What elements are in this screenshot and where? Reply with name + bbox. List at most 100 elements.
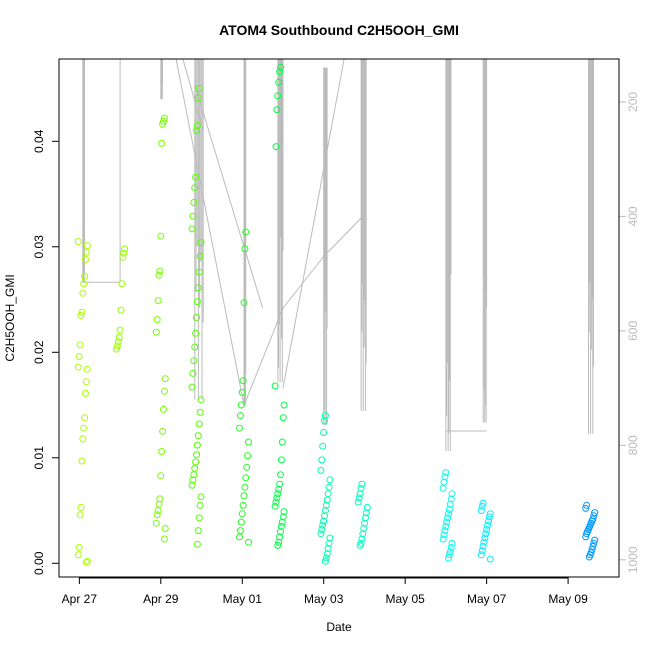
data-point	[325, 483, 333, 491]
data-point	[245, 438, 252, 446]
data-point	[191, 464, 199, 472]
data-point	[356, 490, 364, 498]
y-tick-label: 0.00	[32, 551, 46, 575]
data-point	[195, 514, 203, 522]
pressure-connector-line	[282, 256, 325, 309]
data-point	[277, 522, 285, 530]
data-point	[354, 498, 362, 506]
data-point	[77, 503, 85, 511]
data-point	[153, 511, 161, 519]
data-point	[445, 510, 452, 518]
y-tick-label: 0.01	[32, 446, 46, 470]
data-point	[276, 533, 284, 541]
pressure-profile-layer	[82, 58, 594, 452]
data-point	[447, 495, 455, 503]
data-point	[237, 401, 245, 409]
data-point	[190, 199, 198, 206]
data-point	[188, 225, 196, 233]
data-point	[242, 474, 250, 482]
data-point	[320, 517, 328, 525]
data-point	[477, 507, 485, 514]
chart-title: ATOM4 Southbound C2H5OOH_GMI	[219, 22, 459, 38]
data-point	[486, 510, 494, 518]
data-point	[241, 483, 249, 491]
data-point	[83, 242, 91, 250]
data-point	[583, 501, 591, 509]
data-point	[160, 405, 167, 413]
data-point	[244, 452, 252, 460]
pressure-connector-line	[175, 58, 245, 406]
data-point	[160, 387, 168, 395]
data-point	[161, 375, 169, 383]
data-point	[152, 519, 160, 527]
data-point	[154, 297, 162, 305]
pressure-connector-line	[323, 216, 364, 257]
data-points-layer	[74, 63, 599, 566]
x-tick-label: May 09	[548, 592, 588, 606]
data-point	[318, 526, 326, 533]
data-point	[159, 427, 167, 435]
data-point	[115, 334, 123, 341]
data-point	[193, 298, 201, 306]
data-point	[446, 500, 454, 508]
data-point	[278, 438, 286, 446]
data-point	[196, 252, 204, 260]
data-point	[271, 382, 279, 390]
data-point	[240, 299, 248, 307]
data-point	[589, 542, 597, 550]
data-point	[323, 550, 331, 558]
data-point	[325, 539, 333, 547]
data-point	[152, 328, 160, 336]
data-point	[318, 456, 326, 464]
data-point	[191, 184, 199, 192]
data-point	[196, 501, 204, 509]
data-point	[190, 471, 198, 479]
data-point	[447, 544, 455, 551]
data-point	[271, 502, 279, 510]
data-point	[317, 466, 325, 474]
x-tick-label: May 05	[386, 592, 426, 606]
data-point	[355, 494, 363, 502]
data-point	[75, 544, 83, 551]
data-point	[195, 268, 203, 276]
data-point	[242, 228, 250, 236]
data-point	[188, 383, 196, 391]
data-point	[193, 127, 200, 135]
data-point	[238, 388, 246, 396]
x-tick-label: May 01	[223, 592, 263, 606]
pressure-connector-line	[243, 307, 284, 406]
data-point	[326, 476, 334, 484]
y-tick-label: 0.02	[32, 340, 46, 364]
data-point	[320, 429, 328, 436]
data-point	[485, 513, 493, 521]
data-point	[76, 511, 84, 519]
data-point	[477, 551, 485, 559]
data-point	[121, 245, 129, 253]
data-point	[79, 435, 87, 443]
data-point	[582, 533, 590, 541]
data-point	[362, 509, 370, 517]
data-point	[241, 245, 249, 253]
data-point	[197, 239, 205, 247]
data-point	[81, 414, 89, 422]
data-point	[189, 212, 197, 220]
data-point	[439, 535, 447, 543]
data-point	[481, 534, 489, 542]
data-point	[479, 499, 487, 507]
data-point	[360, 525, 368, 532]
data-point	[277, 528, 284, 536]
data-point	[486, 555, 494, 563]
data-point	[158, 139, 166, 147]
data-point	[189, 476, 197, 484]
data-point	[82, 558, 90, 566]
right-tick-label: 800	[626, 435, 640, 455]
data-point	[440, 531, 448, 539]
data-point	[190, 357, 198, 365]
data-point	[273, 494, 281, 502]
data-point	[358, 480, 366, 488]
data-point	[82, 248, 90, 256]
data-point	[161, 525, 169, 532]
data-point	[590, 539, 598, 547]
data-point	[157, 232, 165, 240]
data-point	[439, 484, 447, 492]
